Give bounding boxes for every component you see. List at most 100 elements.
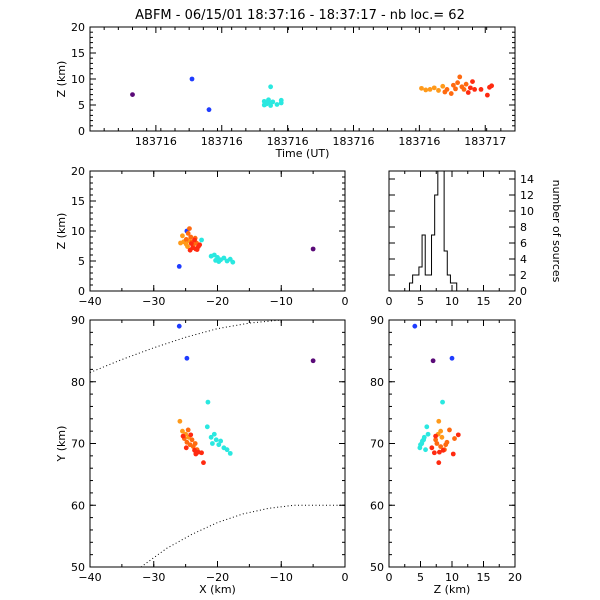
z-vs-x-point [197,242,203,248]
y-vs-z-xlabel: Z (km) [434,583,471,596]
y-vs-z-point [455,432,461,438]
y-vs-x-ytick-label: 60 [71,499,85,512]
z-vs-time-point [489,83,495,89]
y-vs-z-point [424,424,430,430]
z-vs-time-xtick-label: 183717 [464,135,506,148]
z-vs-x-point [230,259,236,265]
y-vs-x-point [208,434,214,440]
y-vs-z-xtick-label: 5 [417,571,424,584]
z-vs-time-ytick-label: 5 [78,99,85,112]
y-vs-z-ytick-label: 90 [370,314,384,327]
z-vs-x-ytick-label: 20 [71,165,85,178]
y-vs-z-point [452,436,457,441]
z-vs-x-point [185,244,190,250]
y-vs-z-point [429,445,435,451]
y-vs-z-point [436,460,442,466]
z-vs-time-point [431,85,437,91]
z-vs-x-ytick-label: 0 [78,285,85,298]
z-vs-time-point [268,84,274,90]
z-vs-x-ytick-label: 5 [78,255,85,268]
z-vs-x-point [183,237,189,242]
z-vs-time-xtick-label: 183716 [333,135,375,148]
z-vs-x-point [187,226,192,232]
z-vs-time-point [450,82,456,88]
z-histogram-ytick-label: 2 [520,269,527,282]
y-vs-x-point [310,358,316,364]
y-vs-z-point [417,445,423,451]
y-vs-x-point [184,355,190,361]
z-histogram-frame [388,170,516,292]
z-histogram-ytick-label: 4 [520,253,527,266]
y-vs-z-point [447,427,452,433]
z-vs-x-point [185,231,191,236]
y-vs-x-point [180,433,186,439]
y-vs-x-ytick-label: 90 [71,314,85,327]
y-vs-x-point [201,460,206,466]
z-vs-time-point [472,87,478,92]
y-vs-x-xlabel: X (km) [199,583,236,596]
y-vs-x-point [213,437,219,443]
y-vs-x-xtick-label: −10 [270,571,293,584]
z-vs-x-point [221,255,227,261]
y-vs-x-panel: −40 −30 −20 −10 0 50 60 70 80 90 X (km) Y (km) [55,314,349,596]
z-vs-time-point [484,92,490,98]
y-vs-z-ytick-label: 80 [370,376,384,389]
y-vs-z-ytick-label: 70 [370,438,384,451]
z-vs-time-point [455,80,461,86]
y-vs-z-point [440,399,445,405]
y-vs-x-point [218,438,224,444]
y-vs-x-point [224,447,230,453]
z-vs-time-xtick-label: 183716 [201,135,243,148]
z-vs-time-point [274,102,280,107]
y-vs-x-point [205,399,211,405]
z-vs-time-point [278,97,284,103]
y-vs-z-point [438,444,444,449]
z-vs-x-ytick-label: 15 [71,195,85,208]
z-vs-time-point [130,92,135,97]
z-histogram-bin [416,275,419,291]
y-vs-z-xtick-label: 10 [445,571,459,584]
y-vs-x-point [204,424,210,430]
z-vs-time-point [467,85,473,91]
z-vs-x-xtick-label: −20 [206,295,229,308]
z-vs-time-point [436,88,441,93]
z-vs-x-point [310,246,316,252]
z-vs-time-point [463,81,469,87]
z-histogram-xtick-label: 5 [417,295,424,308]
y-vs-z-point [433,433,439,439]
y-vs-z-xtick-label: 15 [477,571,491,584]
y-vs-x-point [183,445,189,451]
y-vs-x-point [176,323,182,329]
z-vs-x-point [188,234,194,240]
z-histogram-xtick-label: 20 [508,295,522,308]
z-vs-time-point [266,100,271,105]
z-vs-time-xlabel: Time (UT) [275,147,330,160]
y-vs-z-point [449,355,455,361]
y-vs-z-point [419,438,425,444]
z-vs-time-ytick-label: 20 [71,21,85,34]
y-vs-x-point [216,442,222,448]
z-vs-x-point [180,233,185,239]
y-vs-z-ytick-label: 60 [370,499,384,512]
z-vs-x-ylabel: Z (km) [55,213,68,250]
z-vs-time-ytick-label: 0 [78,125,85,138]
z-vs-time-xtick-label: 183716 [135,135,177,148]
y-vs-z-panel: 0 5 10 15 20 50 60 70 80 90 Z (km) [370,314,522,596]
y-vs-z-point [423,447,428,453]
z-vs-time-point [189,76,195,82]
z-vs-x-frame [89,170,346,292]
z-histogram-xtick-label: 10 [445,295,459,308]
z-histogram-xtick-label: 15 [477,295,491,308]
y-vs-z-xtick-label: 0 [386,571,393,584]
y-vs-x-point [227,450,233,456]
z-vs-x-xtick-label: −40 [78,295,101,308]
y-vs-x-point [192,441,198,446]
z-histogram-bin [428,275,431,291]
z-vs-x-point [176,264,182,269]
z-vs-time-frame [89,26,516,132]
y-vs-x-ytick-label: 50 [71,561,85,574]
y-vs-z-point [433,437,439,443]
z-histogram-bars [406,170,460,292]
